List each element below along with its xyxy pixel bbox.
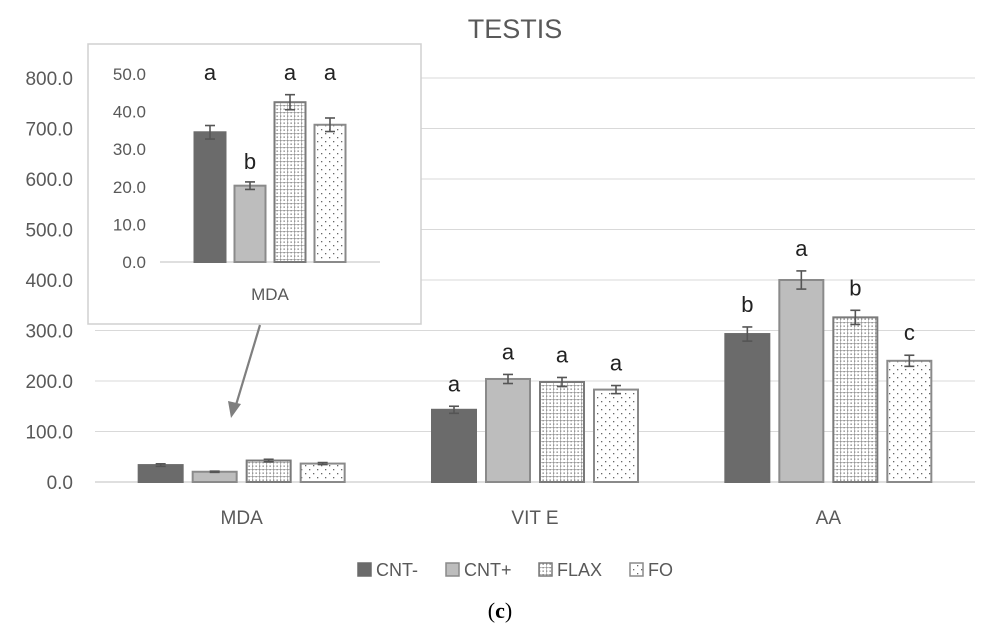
- bar: [191, 470, 238, 484]
- bar: [832, 316, 879, 483]
- bar: [724, 333, 771, 483]
- inset-bar: [193, 131, 227, 263]
- inset-y-tick-label: 40.0: [113, 103, 146, 122]
- x-tick-label: MDA: [221, 508, 264, 529]
- bar: [431, 408, 477, 483]
- legend-swatch: [445, 562, 460, 577]
- inset-frame: [87, 43, 422, 325]
- legend-item: FO: [629, 560, 673, 580]
- pointer-arrowhead: [228, 401, 241, 418]
- legend-label: CNT+: [464, 560, 512, 580]
- y-tick-label: 700.0: [25, 120, 73, 141]
- inset-x-tick-label: MDA: [251, 285, 289, 304]
- significance-letter: a: [502, 339, 515, 364]
- bar: [593, 388, 639, 483]
- significance-letter: a: [448, 371, 461, 396]
- y-tick-label: 500.0: [25, 221, 73, 242]
- y-tick-label: 600.0: [25, 170, 73, 191]
- chart-title: TESTIS: [468, 14, 563, 44]
- inset-significance-letter: a: [284, 60, 297, 85]
- inset-y-tick-label: 20.0: [113, 178, 146, 197]
- inset-bar: [273, 101, 307, 263]
- legend-item: CNT-: [357, 560, 418, 580]
- bar: [137, 464, 184, 483]
- bar: [485, 377, 531, 484]
- inset-y-tick-label: 0.0: [122, 253, 146, 272]
- y-tick-label: 300.0: [25, 322, 73, 343]
- y-tick-label: 100.0: [25, 423, 73, 444]
- inset-y-tick-label: 10.0: [113, 215, 146, 234]
- significance-letter: b: [741, 292, 753, 317]
- significance-letter: a: [556, 342, 569, 367]
- inset-y-tick-label: 30.0: [113, 140, 146, 159]
- legend-swatch: [538, 562, 553, 577]
- y-tick-label: 800.0: [25, 69, 73, 90]
- x-tick-label: VIT E: [511, 508, 558, 529]
- inset-significance-letter: a: [204, 60, 217, 85]
- legend-swatch: [357, 562, 372, 577]
- legend-label: CNT-: [376, 560, 418, 580]
- bar: [778, 279, 825, 483]
- legend-item: CNT+: [445, 560, 512, 580]
- y-tick-label: 200.0: [25, 372, 73, 393]
- x-tick-label: AA: [816, 508, 842, 529]
- figure-caption: (c): [487, 598, 513, 623]
- y-tick-label: 400.0: [25, 271, 73, 292]
- legend-label: FLAX: [557, 560, 602, 580]
- inset-bar: [313, 123, 347, 264]
- bar: [539, 381, 585, 484]
- caption-letter: c: [495, 598, 505, 623]
- pointer-arrow-line: [234, 324, 262, 406]
- legend-swatch: [629, 562, 644, 577]
- significance-letter: a: [610, 351, 623, 376]
- y-tick-label: 0.0: [47, 473, 73, 494]
- inset-significance-letter: b: [244, 149, 256, 174]
- inset-y-tick-label: 50.0: [113, 65, 146, 84]
- legend-label: FO: [648, 560, 673, 580]
- legend-item: FLAX: [538, 560, 602, 580]
- inset-bar: [233, 184, 267, 263]
- significance-letter: b: [849, 275, 861, 300]
- bar: [299, 462, 346, 484]
- inset-significance-letter: a: [324, 60, 337, 85]
- bar: [886, 359, 933, 483]
- bar: [245, 459, 292, 484]
- significance-letter: a: [795, 236, 808, 261]
- bar-chart: TESTIS 0.0 100.0 200.0 300.0 400.0 500.0 600.0 7…: [25, 14, 975, 580]
- significance-letter: c: [904, 320, 915, 345]
